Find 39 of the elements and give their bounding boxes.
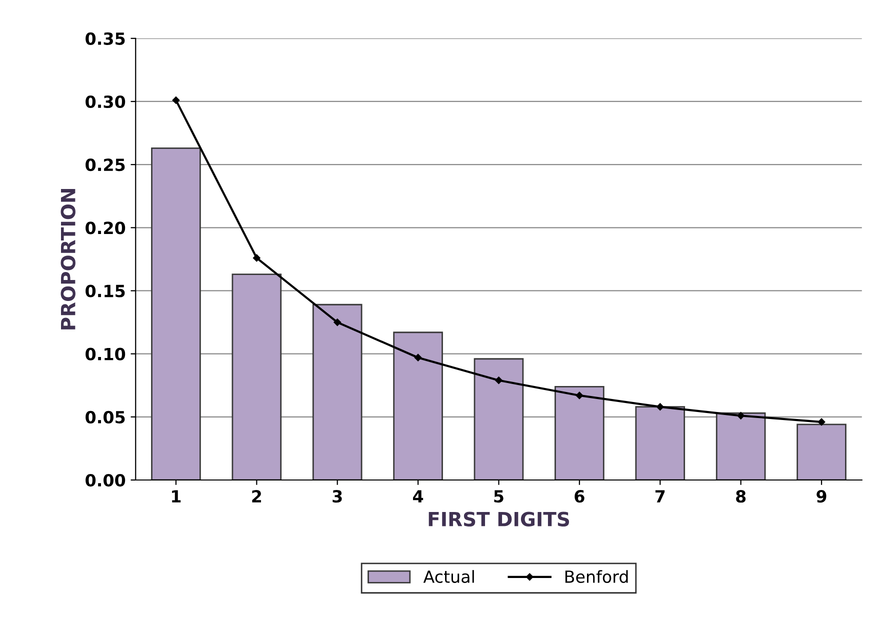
bar [716, 412, 766, 480]
x-tick-label: 9 [816, 490, 826, 503]
y-tick-label: 0.20 [86, 222, 126, 234]
x-tick-label: 3 [332, 490, 342, 503]
legend-label: Benford [565, 570, 628, 583]
point [334, 318, 341, 326]
x-tick-label: 4 [413, 490, 424, 502]
point [172, 96, 180, 104]
y-tick-label: 0.15 [86, 284, 125, 298]
y-tick-label: 0.10 [86, 348, 126, 360]
point [414, 354, 422, 362]
point [818, 418, 826, 426]
legend-label: Actual [423, 570, 474, 583]
y-tick-label: 0.35 [86, 32, 125, 45]
bar [151, 147, 201, 480]
y-axis-title: PROPORTION [60, 189, 76, 330]
bar [796, 424, 846, 480]
bar [635, 406, 686, 480]
point [495, 376, 502, 384]
y-tick-label: 0.25 [86, 158, 125, 172]
bar [554, 386, 604, 480]
point [737, 412, 744, 420]
x-tick-label: 5 [494, 490, 504, 503]
x-tick-label: 6 [574, 490, 584, 503]
point [656, 403, 664, 410]
x-axis-title: FIRST DIGITS [428, 512, 570, 526]
bar [232, 274, 282, 480]
y-tick-label: 0.30 [86, 95, 126, 108]
x-tick-label: 1 [172, 490, 181, 502]
point [253, 254, 260, 262]
x-tick-label: 2 [252, 490, 262, 502]
y-tick-label: 0.05 [86, 410, 125, 424]
bar [312, 304, 362, 480]
x-tick-label: 8 [736, 490, 746, 503]
bar [393, 332, 443, 480]
point [576, 392, 584, 400]
x-tick-label: 7 [655, 490, 665, 502]
bar [474, 358, 524, 480]
y-tick-label: 0.00 [86, 474, 126, 487]
